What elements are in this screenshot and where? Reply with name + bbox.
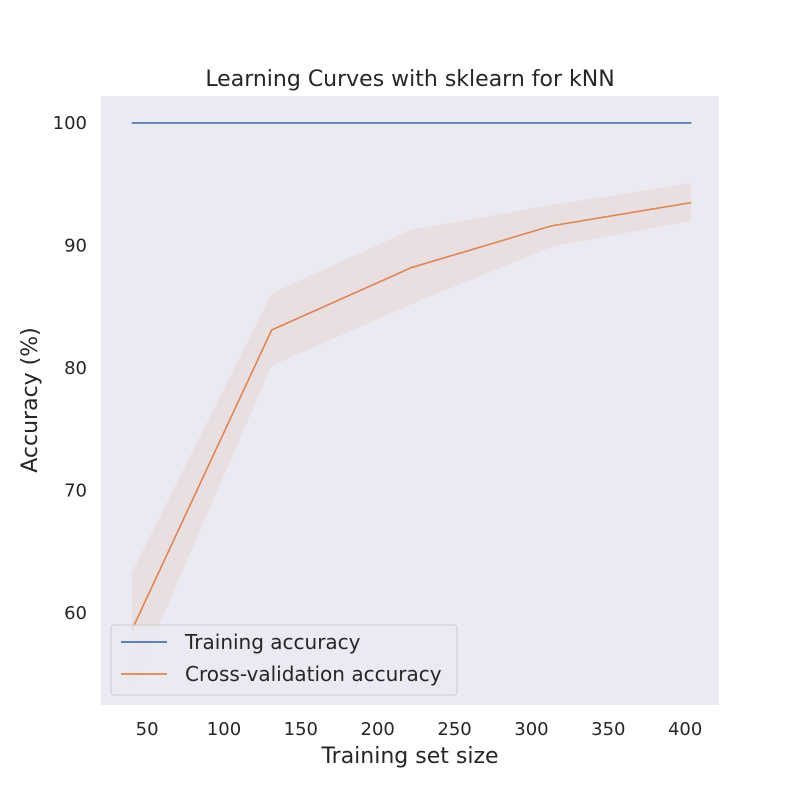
legend-label-0: Training accuracy <box>184 630 361 654</box>
y-tick-label: 90 <box>64 235 87 256</box>
series-line-1 <box>131 201 692 631</box>
plot-area <box>101 96 719 705</box>
legend-box <box>110 624 458 696</box>
chart-title: Learning Curves with sklearn for kNN <box>205 67 614 92</box>
y-tick-label: 100 <box>53 113 87 134</box>
x-axis-label: Training set size <box>320 744 498 769</box>
x-tick-label: 350 <box>591 719 625 740</box>
y-tick-label: 80 <box>64 358 87 379</box>
x-tick-label: 100 <box>207 719 241 740</box>
x-tick-label: 150 <box>284 719 318 740</box>
x-tick-label: 50 <box>136 719 159 740</box>
x-tick-label: 200 <box>361 719 395 740</box>
legend: Training accuracy Cross-validation accura… <box>110 624 458 696</box>
y-axis-label: Accuracy (%) <box>18 327 43 473</box>
y-tick-label: 60 <box>64 603 87 624</box>
legend-label-1: Cross-validation accuracy <box>185 662 442 686</box>
confidence-band-1 <box>131 183 692 688</box>
x-tick-label: 300 <box>514 719 548 740</box>
x-tick-label: 400 <box>668 719 702 740</box>
y-tick-label: 70 <box>64 481 87 502</box>
x-tick-label: 250 <box>437 719 471 740</box>
